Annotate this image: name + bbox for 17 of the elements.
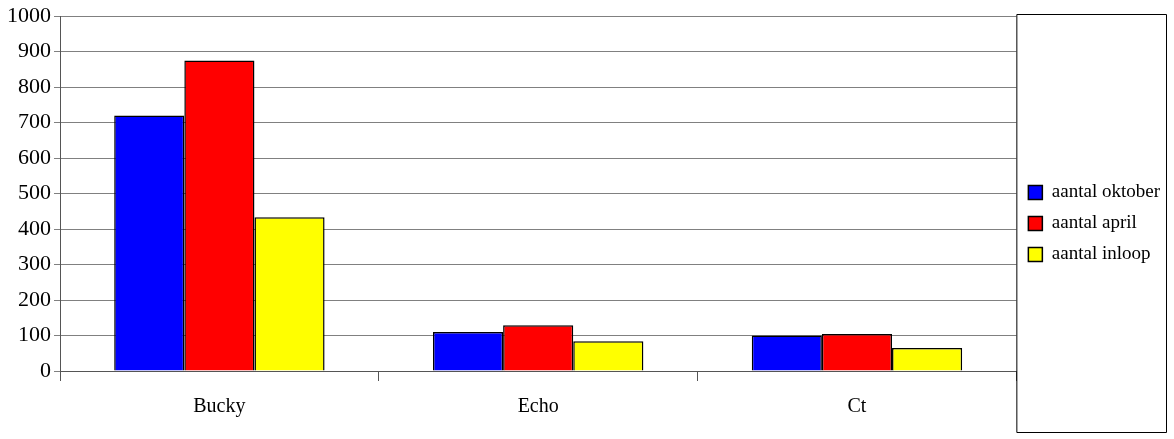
y-tick-label: 300 <box>18 250 51 276</box>
y-tick-label: 100 <box>18 321 51 347</box>
legend-label: aantal inloop <box>1051 242 1151 264</box>
x-tick-label: Echo <box>517 394 559 417</box>
y-tick-label: 0 <box>40 356 51 382</box>
legend-label: aantal oktober <box>1051 180 1161 202</box>
y-tick-label: 600 <box>18 143 51 169</box>
y-tick-label: 500 <box>18 179 51 205</box>
x-tick-label: Bucky <box>193 394 246 418</box>
y-tick-label: 700 <box>18 108 51 134</box>
x-tick-label: Ct <box>847 394 867 417</box>
y-tick-label: 200 <box>18 285 51 311</box>
y-tick-label: 900 <box>18 37 51 63</box>
y-tick-label: 1000 <box>7 1 51 27</box>
legend-label: aantal april <box>1051 211 1137 233</box>
y-tick-label: 400 <box>18 214 51 240</box>
y-tick-label: 800 <box>18 72 51 98</box>
